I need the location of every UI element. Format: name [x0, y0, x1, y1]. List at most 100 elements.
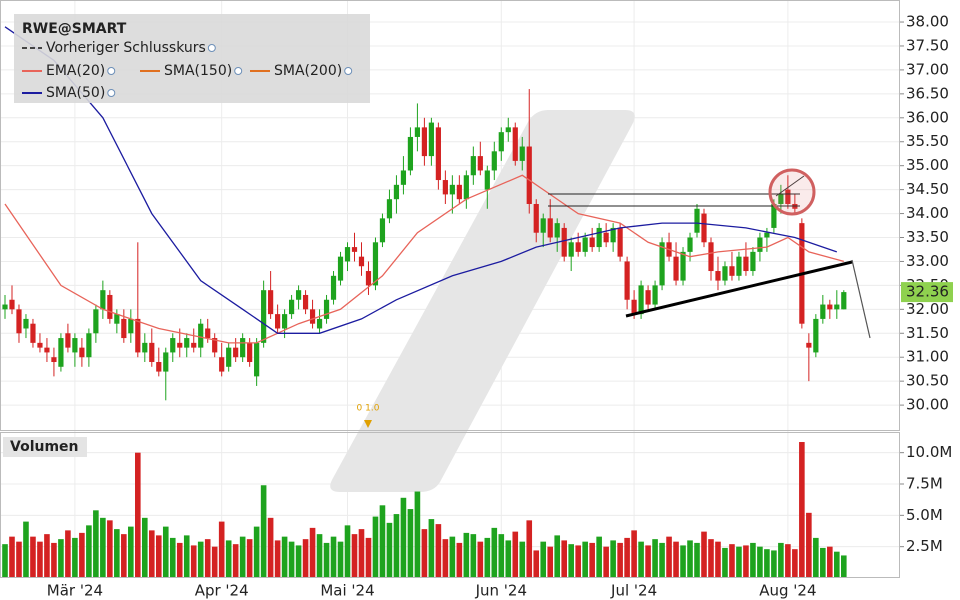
y-tick-label: 30.50: [906, 372, 949, 390]
candle-body: [519, 146, 525, 161]
x-tick-label: Aug '24: [759, 582, 816, 600]
volume-bar: [79, 532, 85, 578]
volume-bar: [218, 521, 225, 578]
candle-body: [114, 314, 120, 324]
candle-body: [407, 136, 414, 171]
volume-bar: [288, 541, 295, 578]
volume-bar: [183, 535, 190, 578]
candle-body: [624, 261, 630, 300]
candle-body: [365, 271, 372, 286]
candle-body: [288, 299, 295, 315]
x-tick-label: Jun '24: [475, 582, 527, 600]
volume-bar: [512, 531, 519, 578]
candle-body: [470, 156, 476, 176]
volume-bar: [267, 517, 274, 578]
volume-bar: [302, 539, 309, 578]
x-tick-label: Apr '24: [195, 582, 249, 600]
volume-bar: [540, 541, 547, 578]
candle-body: [191, 342, 197, 348]
volume-bar: [309, 527, 316, 578]
candle-body: [351, 247, 358, 252]
legend-icon: [234, 67, 243, 75]
volume-bar: [624, 537, 630, 578]
candle-body: [575, 242, 581, 252]
volume-bar: [449, 536, 456, 578]
volume-bar: [785, 544, 791, 578]
volume-bar: [750, 542, 756, 578]
volume-bar: [421, 529, 428, 578]
y-tick-label: 34.50: [906, 180, 949, 198]
candle-body: [184, 338, 190, 348]
volume-bar: [442, 539, 449, 578]
volume-bar: [162, 526, 169, 578]
volume-bar: [645, 545, 651, 578]
candle-body: [547, 218, 553, 238]
y-tick-label: 38.00: [906, 13, 949, 31]
legend-label: EMA(20): [46, 63, 105, 79]
volume-bar: [323, 542, 330, 578]
candle-body: [603, 232, 609, 243]
volume-bar: [121, 534, 127, 578]
volume-bar: [23, 521, 29, 578]
candle-body: [806, 342, 812, 348]
candle-body: [764, 232, 770, 238]
volume-bar: [778, 542, 784, 578]
volume-bar: [771, 550, 777, 578]
volume-bar: [344, 525, 351, 578]
candle-body: [226, 347, 232, 367]
legend-icon: [344, 67, 353, 75]
volume-bar: [225, 540, 232, 578]
candle-body: [309, 309, 316, 324]
volume-bar: [114, 529, 120, 578]
volume-bar: [211, 546, 218, 578]
volume-bar: [86, 525, 92, 578]
candle-body: [813, 318, 819, 353]
candle-body: [568, 242, 574, 257]
volume-bar: [477, 541, 484, 578]
volume-bar: [197, 541, 204, 578]
y-tick-label: 37.00: [906, 60, 949, 78]
volume-bar: [722, 547, 728, 578]
volume-bar: [589, 542, 595, 578]
volume-bar: [58, 539, 64, 578]
chart-title: RWE@SMART: [22, 21, 127, 37]
volume-bar: [470, 534, 477, 578]
volume-label: Volumen: [10, 439, 79, 455]
candle-body: [687, 237, 693, 252]
candle-body: [722, 266, 728, 281]
candle-body: [268, 290, 274, 315]
volume-bar: [736, 546, 742, 578]
volume-bar: [638, 541, 644, 578]
candle-body: [93, 309, 99, 334]
volume-bar: [372, 516, 379, 578]
candle-body: [491, 151, 497, 171]
candle-body: [673, 256, 679, 281]
candle-body: [393, 184, 400, 200]
candle-body: [86, 333, 92, 358]
annotation-arrow: [364, 420, 372, 428]
candle-body: [44, 347, 50, 353]
candle-body: [330, 275, 337, 300]
volume-bar: [575, 545, 581, 578]
x-tick-label: Mai '24: [320, 582, 374, 600]
volume-bar: [65, 530, 71, 578]
candle-body: [435, 127, 441, 181]
candle-body: [316, 318, 323, 329]
candle-body: [16, 309, 22, 334]
candle-body: [414, 127, 421, 137]
candle-body: [659, 242, 665, 286]
volume-bar: [463, 532, 470, 578]
candle-body: [498, 132, 504, 152]
candle-body: [379, 218, 386, 243]
marker-line: [775, 175, 805, 197]
candle-body: [9, 299, 15, 310]
volume-bar: [792, 549, 798, 578]
volume-bar: [414, 491, 421, 578]
volume-bar: [135, 452, 141, 578]
candle-body: [582, 237, 588, 252]
candle-body: [652, 285, 658, 305]
volume-bar: [666, 536, 672, 578]
volume-tick-label: 5.0M: [906, 506, 943, 524]
volume-bar: [708, 539, 714, 578]
volume-bar: [596, 536, 602, 578]
